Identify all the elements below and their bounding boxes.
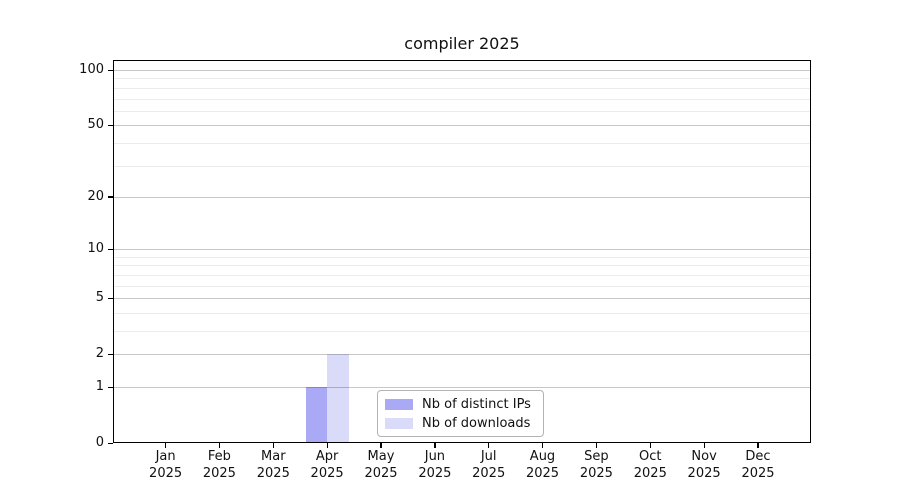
x-tick-mark (541, 443, 544, 448)
x-tick-mark (595, 443, 598, 448)
major-gridline (113, 196, 811, 198)
x-tick-label-line: Aug (529, 449, 556, 464)
chart-title: compiler 2025 (404, 34, 520, 53)
plot-frame (113, 60, 811, 443)
x-tick-mark (165, 443, 167, 448)
x-tick-mark (703, 443, 705, 448)
x-tick-label-line: 2025 (741, 465, 775, 481)
y-tick-label: 5 (95, 290, 104, 306)
x-tick-label-line: Jun (424, 449, 446, 464)
x-tick-label: May 2025 (353, 449, 409, 482)
legend: Nb of distinct IPs Nb of downloads (377, 390, 544, 437)
minor-gridline (113, 142, 811, 144)
minor-gridline (113, 110, 811, 112)
y-tick-mark (108, 442, 113, 444)
x-tick-label: Apr 2025 (299, 449, 355, 482)
x-tick-label: Aug 2025 (515, 449, 571, 482)
major-gridline (113, 249, 811, 251)
x-tick-label-line: Nov (691, 449, 717, 464)
x-tick-label-line: Feb (207, 449, 231, 464)
x-tick-label: Mar 2025 (245, 449, 301, 482)
x-tick-mark (757, 443, 759, 448)
y-tick-mark (108, 297, 113, 299)
x-tick-mark (218, 443, 221, 448)
x-tick-label-line: 2025 (256, 465, 290, 481)
y-tick-label: 100 (79, 62, 104, 77)
x-tick-mark (380, 443, 382, 448)
major-gridline (113, 125, 811, 127)
x-tick-mark (649, 443, 651, 448)
y-tick-label: 0 (95, 435, 104, 450)
x-tick-label-line: 2025 (310, 465, 344, 481)
major-gridline (113, 354, 811, 356)
major-gridline (113, 70, 811, 71)
minor-gridline (113, 165, 811, 167)
x-tick-label: Feb 2025 (191, 449, 247, 482)
x-tick-label-line: Mar (261, 449, 286, 464)
minor-gridline (113, 87, 811, 89)
y-tick-mark (108, 196, 113, 198)
legend-row: Nb of downloads (385, 415, 535, 431)
x-tick-label-line: 2025 (149, 465, 183, 481)
y-tick-mark (108, 124, 113, 126)
legend-swatch (385, 417, 413, 429)
x-tick-label-line: May (367, 449, 395, 464)
x-tick-label-line: 2025 (472, 465, 506, 481)
legend-label: Nb of distinct IPs (422, 396, 531, 412)
x-tick-label-line: 2025 (202, 465, 236, 481)
x-tick-label-line: 2025 (364, 465, 398, 481)
major-gridline (113, 298, 811, 300)
legend-row: Nb of distinct IPs (385, 396, 535, 412)
x-tick-label-line: Sep (584, 449, 609, 464)
x-tick-label-line: 2025 (687, 465, 721, 481)
x-tick-label-line: 2025 (579, 465, 613, 481)
legend-swatch (385, 398, 413, 410)
x-tick-label: Sep 2025 (568, 449, 624, 482)
y-tick-label: 2 (95, 346, 104, 362)
x-tick-label: Jan 2025 (138, 449, 194, 482)
x-tick-label-line: Jan (155, 449, 176, 464)
minor-gridline (113, 78, 811, 80)
bar-downloads (327, 354, 349, 443)
x-tick-label: Jun 2025 (407, 449, 463, 482)
y-tick-mark (108, 69, 113, 71)
x-tick-mark (272, 443, 274, 448)
x-tick-label: Oct 2025 (622, 449, 678, 482)
bar-distinct-ips (305, 387, 328, 443)
y-tick-label: 20 (87, 188, 104, 204)
minor-gridline (113, 312, 811, 314)
x-tick-mark (326, 443, 328, 448)
y-tick-mark (108, 386, 113, 388)
minor-gridline (113, 285, 811, 287)
minor-gridline (113, 265, 811, 267)
y-tick-label: 1 (95, 379, 104, 394)
x-tick-label-line: Jul (480, 449, 497, 464)
x-tick-label-line: Dec (745, 449, 771, 464)
y-tick-label: 50 (87, 117, 104, 133)
x-tick-label: Jul 2025 (461, 449, 517, 482)
minor-gridline (113, 331, 811, 332)
y-tick-mark (108, 248, 113, 250)
x-tick-label-line: 2025 (418, 465, 452, 481)
minor-gridline (113, 256, 811, 258)
x-tick-label: Nov 2025 (676, 449, 732, 482)
x-tick-label: Dec 2025 (730, 449, 786, 482)
x-tick-mark (488, 443, 490, 448)
y-tick-mark (108, 353, 113, 355)
major-gridline (113, 387, 811, 388)
y-tick-label: 10 (87, 241, 104, 257)
minor-gridline (113, 274, 811, 276)
x-tick-mark (434, 443, 436, 448)
x-tick-label-line: 2025 (525, 465, 560, 481)
x-tick-label-line: 2025 (633, 465, 667, 481)
x-tick-label-line: Oct (639, 449, 662, 464)
legend-label: Nb of downloads (422, 415, 531, 431)
minor-gridline (113, 98, 811, 100)
x-tick-label-line: Apr (315, 449, 339, 464)
